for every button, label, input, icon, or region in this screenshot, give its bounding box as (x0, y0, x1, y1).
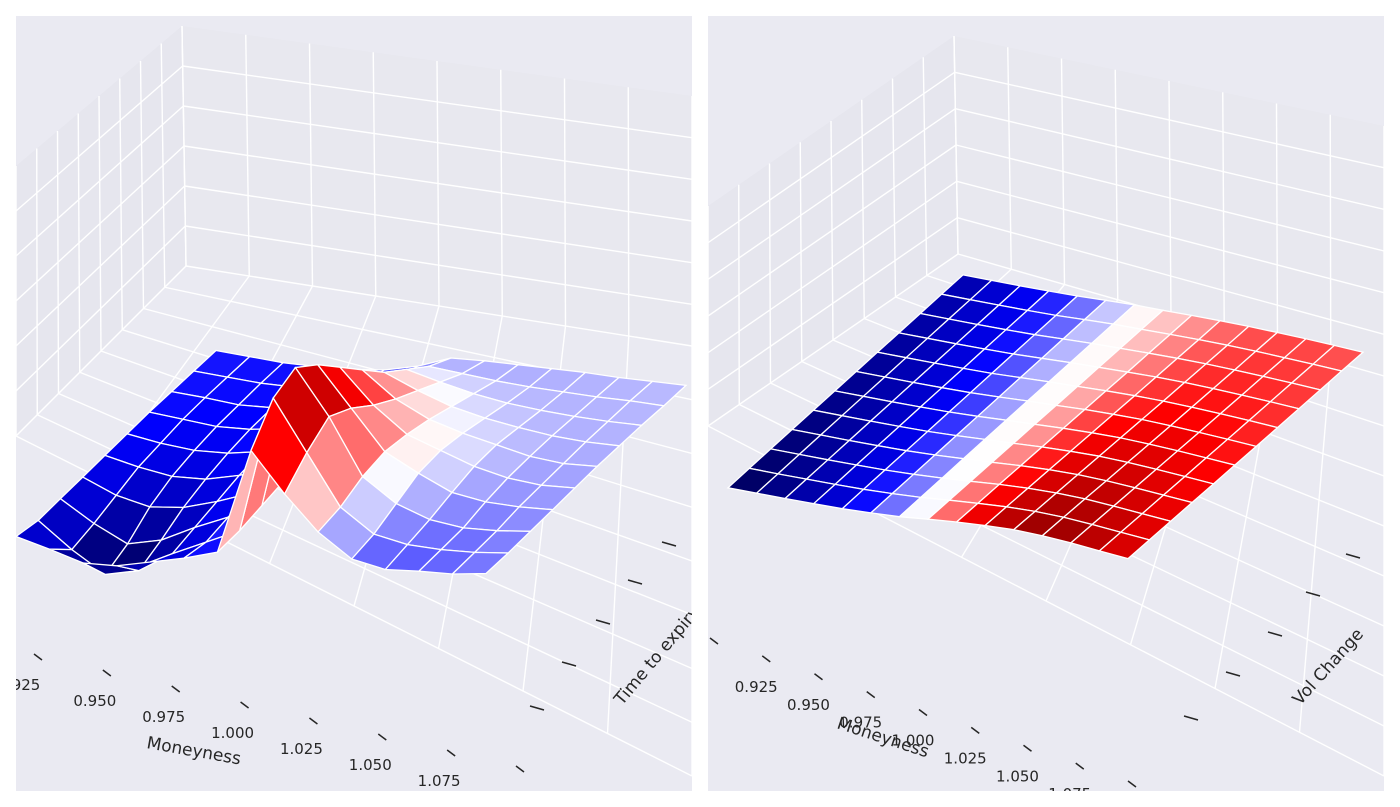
left-x-tick-label: 1.050 (349, 756, 392, 774)
left-x-tick-mark (377, 733, 387, 741)
left-x-tick-label: 925 (16, 676, 40, 694)
left-x-tick-mark (102, 669, 112, 677)
right-x-tick-label: 0 (708, 660, 709, 678)
right-x-tick-mark (1127, 780, 1137, 788)
left-x-tick-mark (33, 653, 43, 661)
right-x-tick-mark (970, 726, 980, 734)
left-x-tick-label: 1.075 (418, 772, 461, 790)
right-x-tick-label: 0.975 (839, 714, 882, 732)
left-y-tick-mark (529, 705, 545, 711)
right-x-tick-label: 1.000 (892, 732, 935, 750)
right-x-tick-label: 1.025 (944, 749, 987, 767)
left-y-tick-mark (661, 541, 677, 547)
right-y-tick-mark (1305, 591, 1321, 597)
right-y-tick-mark (1267, 631, 1283, 637)
left-x-tick-label: 1.025 (280, 740, 323, 758)
left-ticks: 925 0.950 0.975 1.000 1.025 1.050 1.075 1.100 (16, 541, 677, 791)
left-y-tick-mark (595, 619, 611, 625)
right-surface-svg: 00.9250.9500.9751.0001.0251.0501.0751.10… (708, 35, 1384, 791)
right-xlabel: Moneyness (834, 714, 931, 763)
right-x-tick-mark (761, 655, 771, 663)
right-surface-plot: 00.9250.9500.9751.0001.0251.0501.0751.10… (708, 16, 1384, 791)
right-ticks: 00.9250.9500.9751.0001.0251.0501.0751.10… (708, 553, 1361, 791)
right-x-tick-mark (814, 673, 823, 681)
right-x-tick-mark (1023, 744, 1032, 752)
left-x-tick-mark (171, 685, 181, 693)
right-x-tick-label: 0.925 (735, 678, 778, 696)
left-x-tick-mark (240, 701, 250, 709)
right-surface (726, 274, 1365, 560)
right-y-tick-mark (1225, 671, 1241, 677)
left-x-tick-label: 0.950 (73, 692, 116, 710)
left-x-tick-label: 1.100 (487, 788, 530, 791)
right-x-tick-mark (866, 691, 876, 699)
left-surface (16, 349, 688, 576)
left-x-tick-mark (308, 717, 318, 725)
right-x-tick-label: 1.075 (1048, 785, 1091, 791)
right-x-tick-label: 0.950 (787, 696, 830, 714)
right-surface-cell (1098, 531, 1151, 560)
left-x-tick-mark (515, 765, 525, 773)
left-x-tick-label: 0.975 (142, 708, 185, 726)
left-y-tick-mark (627, 579, 643, 585)
right-x-tick-label: 1.050 (996, 767, 1039, 785)
right-x-tick-mark (1075, 762, 1085, 770)
right-x-tick-mark (709, 637, 719, 645)
left-surface-cell (450, 551, 510, 575)
right-y-tick-mark (1183, 715, 1199, 721)
right-y-tick-mark (1345, 553, 1361, 559)
left-x-tick-mark (446, 749, 456, 757)
left-x-tick-label: 1.000 (211, 724, 254, 742)
right-x-tick-mark (918, 708, 928, 717)
left-y-tick-mark (561, 661, 577, 667)
